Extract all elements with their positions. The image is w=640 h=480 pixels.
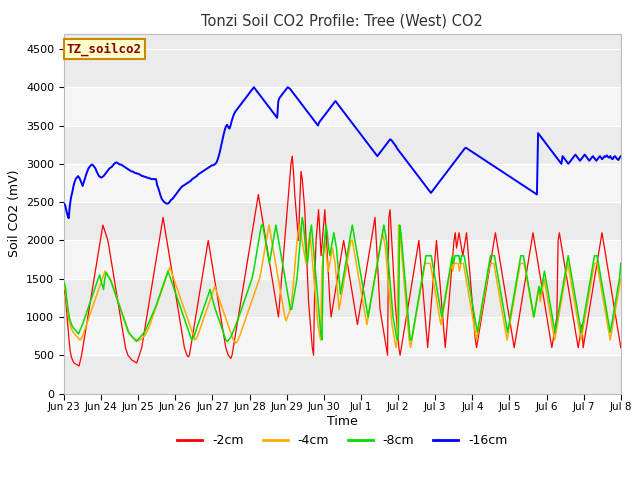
Bar xyxy=(64,164,621,202)
Legend: -2cm, -4cm, -8cm, -16cm: -2cm, -4cm, -8cm, -16cm xyxy=(172,429,513,452)
Text: TZ_soilco2: TZ_soilco2 xyxy=(67,43,142,56)
Bar xyxy=(64,317,621,355)
Bar xyxy=(64,87,621,125)
Title: Tonzi Soil CO2 Profile: Tree (West) CO2: Tonzi Soil CO2 Profile: Tree (West) CO2 xyxy=(202,13,483,28)
Y-axis label: Soil CO2 (mV): Soil CO2 (mV) xyxy=(8,170,20,257)
Bar xyxy=(64,240,621,279)
X-axis label: Time: Time xyxy=(327,415,358,428)
